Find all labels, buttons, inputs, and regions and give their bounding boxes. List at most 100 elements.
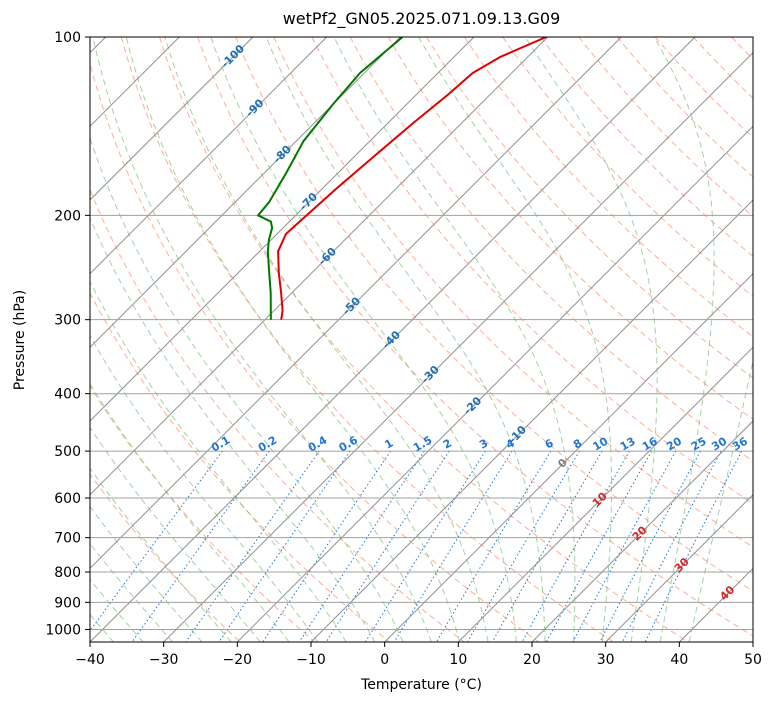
moist-adiabat-line: [90, 467, 232, 642]
dry-adiabat-line: [90, 292, 390, 642]
moist-adiabat-line: [90, 334, 319, 642]
isotherm-line: [90, 37, 475, 422]
x-tick-label: −20: [223, 652, 253, 668]
moist-adiabat-line: [90, 578, 144, 642]
isotherm-line: [678, 567, 753, 642]
isotherm-line: [752, 641, 753, 642]
moist-adiabat-line: [90, 426, 261, 642]
dry-adiabat-line: [311, 37, 753, 505]
dry-adiabat-line: [349, 37, 753, 462]
dry-adiabat-line: [387, 37, 753, 420]
x-tick-label: −40: [75, 652, 105, 668]
moist-adiabat-line: [92, 37, 432, 642]
x-axis-label: Temperature (°C): [361, 677, 482, 693]
profile-line: [257, 37, 404, 320]
isotherm-line: [310, 199, 753, 642]
mixing-ratio-line: [393, 450, 513, 642]
x-tick-label: 30: [597, 652, 615, 668]
x-tick-label: 40: [670, 652, 688, 668]
axis-ticks: −40 −30 −20 −10 0 10 20 30 40 50 1000 900 800 700 600 5…: [45, 30, 762, 668]
moist-adiabat-line: [90, 542, 173, 642]
isotherm-line: [605, 493, 753, 642]
moist-adiabat-line: [653, 37, 715, 642]
x-tick-label: 10: [449, 652, 467, 668]
moist-adiabat-line: [210, 37, 517, 642]
y-tick-label: 600: [54, 491, 81, 507]
dry-adiabat-line: [425, 37, 753, 379]
mixing-ratio-label: 1: [382, 437, 395, 452]
y-tick-label: 100: [54, 30, 81, 46]
mixing-ratio-line: [545, 450, 653, 642]
dry-adiabat-line: [540, 37, 753, 257]
x-tick-label: 20: [523, 652, 541, 668]
dry-adiabat-line: [90, 385, 316, 642]
dry-adiabat-line: [654, 37, 753, 139]
x-tick-label: −10: [296, 652, 326, 668]
isotherm-line: [236, 125, 753, 642]
isotherm-line: [90, 37, 622, 570]
moist-adiabat-line: [90, 505, 203, 642]
y-tick-label: 800: [54, 565, 81, 581]
mixing-ratio-line: [599, 450, 701, 642]
x-tick-label: 50: [744, 652, 762, 668]
y-tick-label: 700: [54, 531, 81, 547]
mixing-ratio-line: [572, 450, 677, 642]
x-tick-label: −30: [149, 652, 179, 668]
moist-adiabat-line: [688, 358, 753, 642]
mixing-ratio-line: [435, 450, 552, 642]
y-tick-label: 900: [54, 595, 81, 611]
isotherm-line: [90, 37, 549, 496]
moist-adiabat-line: [90, 136, 404, 642]
dry-adiabat-line: [120, 37, 614, 642]
moist-adiabat-line: [265, 37, 546, 642]
y-tick-label: 1000: [45, 622, 81, 638]
isotherm-line: [90, 37, 696, 642]
isotherm-line: [531, 420, 753, 642]
isotherm-line: [0, 37, 32, 642]
line-labels: 0.1 0.2 0.4 0.6 1 1.5 2 3 4 6 8 10 13 16 20 25 30 36-100-…: [209, 42, 750, 603]
moist-adiabat-line: [90, 382, 290, 642]
moist-adiabat-line: [418, 37, 613, 642]
mixing-ratio-line: [185, 450, 320, 642]
x-tick-label: 0: [380, 652, 389, 668]
y-tick-label: 500: [54, 444, 81, 460]
mixing-ratio-label: 2: [441, 437, 454, 452]
dry-adiabat-line: [159, 37, 689, 642]
dry-adiabat-line: [273, 37, 753, 548]
plot-frame: [89, 36, 754, 643]
isotherm-line: [384, 272, 753, 642]
dry-adiabat-line: [464, 37, 753, 338]
mixing-ratio-label: 6: [543, 436, 556, 451]
moist-adiabat-line: [90, 280, 347, 642]
dry-adiabat-line: [692, 37, 753, 99]
isotherm-line: [90, 37, 254, 201]
dry-adiabat-line: [90, 62, 540, 642]
dry-adiabat-line: [770, 37, 775, 642]
y-tick-label: 300: [54, 313, 81, 329]
dry-adiabat-line: [90, 473, 241, 642]
moist-adiabat-line: [524, 37, 658, 642]
mixing-ratio-line: [621, 450, 722, 642]
y-tick-label: 200: [54, 208, 81, 224]
moist-adiabat-line: [333, 37, 576, 642]
chart-title: wetPf2_GN05.2025.071.09.13.G09: [282, 9, 561, 28]
mixing-ratio-line: [467, 450, 580, 642]
moist-adiabat-line: [164, 37, 489, 642]
isotherm-line: [163, 51, 753, 642]
background-lines: [0, 37, 775, 642]
mixing-ratio-line: [218, 450, 351, 642]
moist-adiabat-line: [125, 37, 461, 642]
profile-line: [277, 37, 547, 320]
moist-adiabat-line: [90, 216, 376, 642]
profile-lines: [257, 37, 547, 320]
mixing-ratio-line: [325, 450, 450, 642]
mixing-ratio-line: [131, 450, 270, 642]
isotherm-line: [90, 37, 401, 349]
mixing-ratio-line: [491, 450, 603, 642]
isotherm-line: [90, 37, 328, 275]
isotherm-line: [457, 346, 753, 642]
y-tick-label: 400: [54, 387, 81, 403]
mixing-ratio-line: [364, 450, 486, 642]
moist-adiabat-line: [90, 613, 114, 642]
